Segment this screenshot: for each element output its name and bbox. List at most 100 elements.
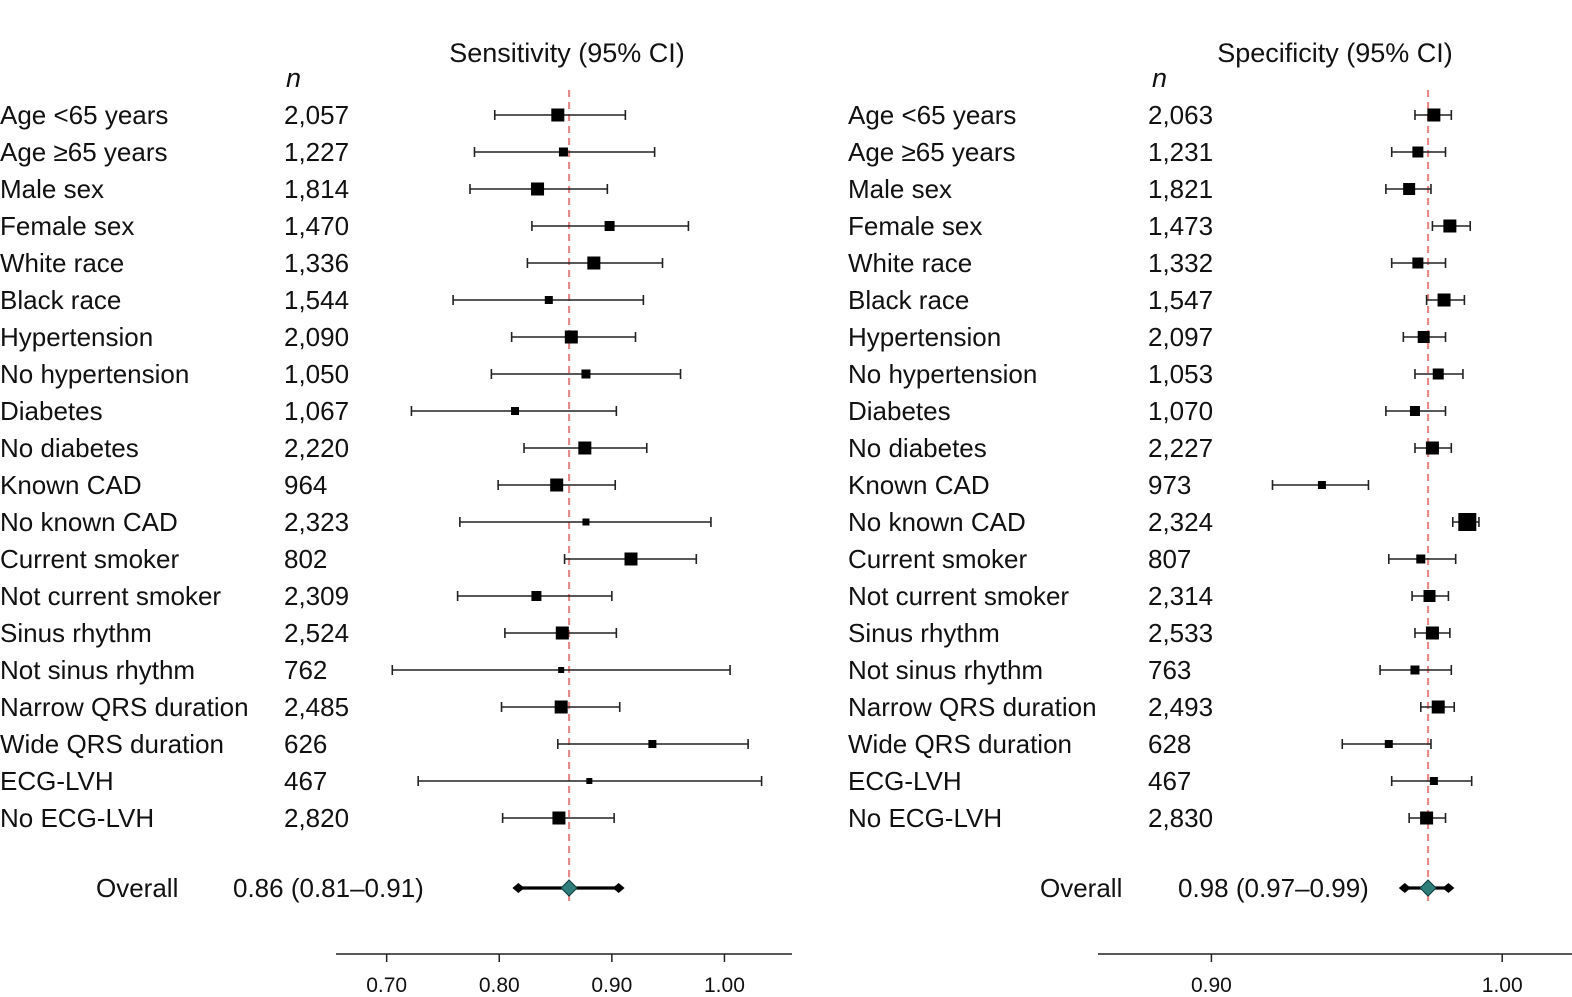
- subgroup-n: 973: [1148, 470, 1191, 500]
- x-tick-label: 0.90: [1191, 974, 1232, 997]
- point-estimate-marker: [581, 369, 591, 379]
- subgroup-label: Current smoker: [0, 544, 179, 574]
- overall-ci-low-marker: [1398, 883, 1411, 893]
- point-estimate-marker: [1432, 368, 1444, 380]
- subgroup-n: 2,830: [1148, 803, 1213, 833]
- subgroup-n: 1,336: [284, 248, 349, 278]
- x-tick-label: 0.90: [591, 974, 632, 997]
- overall-ci-high-marker: [612, 883, 625, 893]
- overall-ci-low-marker: [512, 883, 525, 893]
- n-column-header: n: [1152, 63, 1167, 93]
- subgroup-n: 1,544: [284, 285, 349, 315]
- overall-point-estimate: [560, 879, 578, 897]
- subgroup-label: Male sex: [0, 174, 104, 204]
- subgroup-label: Wide QRS duration: [0, 729, 224, 759]
- subgroup-label: Not current smoker: [848, 581, 1069, 611]
- x-tick-label: 1.00: [1482, 974, 1523, 997]
- point-estimate-marker: [544, 296, 553, 304]
- point-estimate-marker: [1443, 219, 1457, 233]
- subgroup-n: 802: [284, 544, 327, 574]
- point-estimate-marker: [531, 182, 545, 196]
- point-estimate-marker: [1384, 740, 1393, 748]
- subgroup-label: Black race: [0, 285, 121, 315]
- subgroup-label: Not sinus rhythm: [848, 655, 1043, 685]
- point-estimate-marker: [1417, 331, 1430, 343]
- subgroup-label: Known CAD: [848, 470, 990, 500]
- subgroup-n: 2,309: [284, 581, 349, 611]
- point-estimate-marker: [586, 778, 593, 784]
- subgroup-label: Current smoker: [848, 544, 1027, 574]
- point-estimate-marker: [1427, 108, 1441, 122]
- point-estimate-marker: [550, 478, 564, 492]
- point-estimate-marker: [1410, 665, 1420, 675]
- point-estimate-marker: [1425, 441, 1439, 455]
- subgroup-label: Diabetes: [848, 396, 951, 426]
- subgroup-label: Sinus rhythm: [0, 618, 152, 648]
- subgroup-n: 1,070: [1148, 396, 1213, 426]
- subgroup-label: Hypertension: [848, 322, 1001, 352]
- subgroup-label: Narrow QRS duration: [0, 692, 249, 722]
- subgroup-label: No ECG-LVH: [0, 803, 154, 833]
- subgroup-label: No known CAD: [848, 507, 1026, 537]
- subgroup-n: 2,485: [284, 692, 349, 722]
- point-estimate-marker: [1423, 590, 1436, 602]
- sensitivity-panel: Sensitivity (95% CI) n Age <65 years 2,057 A…: [0, 38, 792, 997]
- x-tick-label: 0.80: [479, 974, 520, 997]
- overall-estimate-text: 0.86 (0.81–0.91): [233, 873, 424, 903]
- subgroup-label: Age <65 years: [848, 100, 1016, 130]
- subgroup-n: 1,227: [284, 137, 349, 167]
- subgroup-label: Black race: [848, 285, 969, 315]
- subgroup-label: Not sinus rhythm: [0, 655, 195, 685]
- specificity-panel: Specificity (95% CI) n Age <65 years 2,063 A…: [848, 38, 1572, 997]
- subgroup-n: 1,332: [1148, 248, 1213, 278]
- subgroup-n: 2,323: [284, 507, 349, 537]
- subgroup-label: ECG-LVH: [848, 766, 962, 796]
- n-column-header: n: [286, 63, 301, 93]
- overall-label: Overall: [1040, 873, 1122, 903]
- subgroup-label: No ECG-LVH: [848, 803, 1002, 833]
- subgroup-n: 2,524: [284, 618, 349, 648]
- subgroup-n: 763: [1148, 655, 1191, 685]
- subgroup-n: 467: [1148, 766, 1191, 796]
- point-estimate-marker: [578, 441, 592, 455]
- point-estimate-marker: [558, 667, 565, 673]
- subgroup-n: 1,814: [284, 174, 349, 204]
- subgroup-label: White race: [0, 248, 124, 278]
- overall-ci-high-marker: [1442, 883, 1455, 893]
- point-estimate-marker: [554, 700, 568, 714]
- point-estimate-marker: [564, 330, 578, 344]
- point-estimate-marker: [1458, 513, 1477, 531]
- panel-title: Sensitivity (95% CI): [449, 38, 685, 68]
- x-tick-label: 1.00: [704, 974, 745, 997]
- subgroup-n: 1,053: [1148, 359, 1213, 389]
- subgroup-n: 2,324: [1148, 507, 1213, 537]
- subgroup-label: Known CAD: [0, 470, 142, 500]
- subgroup-n: 2,820: [284, 803, 349, 833]
- subgroup-n: 1,067: [284, 396, 349, 426]
- subgroup-n: 628: [1148, 729, 1191, 759]
- subgroup-n: 1,231: [1148, 137, 1213, 167]
- point-estimate-marker: [552, 811, 566, 825]
- subgroup-n: 1,050: [284, 359, 349, 389]
- subgroup-n: 2,533: [1148, 618, 1213, 648]
- point-estimate-marker: [1429, 777, 1438, 785]
- overall-label: Overall: [96, 873, 178, 903]
- point-estimate-marker: [624, 552, 638, 566]
- subgroup-label: Female sex: [0, 211, 134, 241]
- point-estimate-marker: [1412, 146, 1424, 158]
- subgroup-label: Wide QRS duration: [848, 729, 1072, 759]
- subgroup-n: 2,090: [284, 322, 349, 352]
- subgroup-n: 2,063: [1148, 100, 1213, 130]
- subgroup-n: 1,470: [284, 211, 349, 241]
- subgroup-label: No diabetes: [848, 433, 987, 463]
- subgroup-n: 807: [1148, 544, 1191, 574]
- subgroup-label: No known CAD: [0, 507, 178, 537]
- subgroup-n: 2,227: [1148, 433, 1213, 463]
- point-estimate-marker: [1420, 811, 1434, 825]
- subgroup-label: Age <65 years: [0, 100, 168, 130]
- subgroup-label: Not current smoker: [0, 581, 221, 611]
- subgroup-label: ECG-LVH: [0, 766, 114, 796]
- point-estimate-marker: [648, 740, 657, 748]
- subgroup-n: 2,493: [1148, 692, 1213, 722]
- subgroup-n: 467: [284, 766, 327, 796]
